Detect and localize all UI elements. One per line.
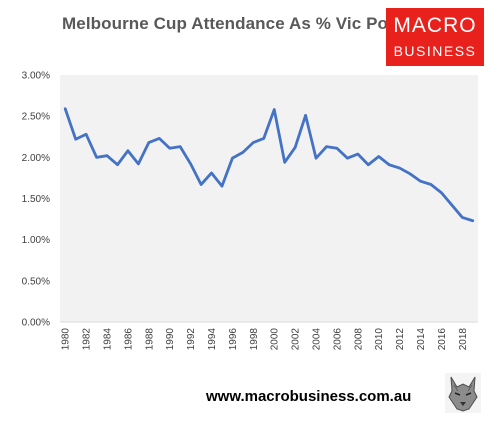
y-tick-label: 0.00% bbox=[22, 318, 50, 329]
x-tick-label: 2008 bbox=[353, 328, 364, 351]
data-point bbox=[64, 107, 67, 110]
x-tick-label: 2000 bbox=[270, 328, 281, 351]
data-point bbox=[408, 172, 412, 175]
plot-area bbox=[60, 75, 478, 322]
data-point bbox=[398, 166, 401, 170]
x-tick-label: 2006 bbox=[332, 328, 343, 351]
series-group bbox=[63, 107, 475, 223]
x-tick-label: 1998 bbox=[249, 328, 260, 351]
x-tick-label: 1988 bbox=[144, 328, 155, 351]
data-point bbox=[419, 180, 422, 183]
data-point bbox=[74, 138, 77, 141]
logo-text-macro: MACRO bbox=[393, 14, 477, 37]
data-point bbox=[262, 137, 265, 140]
y-tick-label: 2.00% bbox=[22, 153, 50, 164]
x-tick-label: 1990 bbox=[165, 328, 176, 351]
data-point bbox=[450, 203, 454, 207]
data-point bbox=[283, 161, 286, 164]
data-point bbox=[220, 184, 224, 188]
data-point bbox=[105, 154, 109, 157]
x-tick-label: 1980 bbox=[61, 328, 72, 351]
data-point bbox=[325, 145, 328, 148]
macrobusiness-logo[interactable]: MACRO BUSINESS bbox=[386, 8, 484, 66]
data-point bbox=[314, 156, 318, 160]
x-tick-label: 2016 bbox=[437, 328, 448, 351]
data-point bbox=[461, 216, 464, 219]
data-point bbox=[387, 163, 391, 166]
data-point bbox=[241, 151, 245, 154]
x-tick-label: 1986 bbox=[123, 328, 134, 351]
website-url[interactable]: www.macrobusiness.com.au bbox=[206, 388, 412, 405]
data-point bbox=[116, 163, 119, 166]
data-point bbox=[231, 156, 234, 160]
data-point bbox=[95, 156, 98, 159]
data-point bbox=[147, 141, 151, 144]
data-point bbox=[429, 183, 433, 186]
series-line bbox=[63, 107, 475, 223]
y-tick-label: 0.50% bbox=[22, 276, 50, 287]
x-tick-label: 2014 bbox=[416, 328, 427, 351]
x-tick-label: 1982 bbox=[82, 328, 93, 351]
data-point bbox=[210, 171, 213, 175]
y-tick-label: 1.00% bbox=[22, 235, 50, 246]
data-point bbox=[84, 133, 88, 136]
data-point bbox=[137, 162, 140, 166]
x-tick-label: 2018 bbox=[458, 328, 469, 351]
x-tick-label: 1984 bbox=[103, 328, 114, 351]
x-tick-label: 1996 bbox=[228, 328, 239, 351]
line-chart: 0.00% 0.50% 1.00% 1.50% 2.00% 2.50% 3.00% 1980… bbox=[22, 71, 478, 351]
data-point bbox=[440, 191, 443, 194]
y-tick-label: 2.50% bbox=[22, 112, 50, 123]
x-tick-label: 1994 bbox=[207, 328, 218, 351]
data-point bbox=[199, 183, 203, 186]
y-tick-label: 1.50% bbox=[22, 194, 50, 205]
x-tick-label: 2010 bbox=[374, 328, 385, 351]
data-point bbox=[126, 149, 130, 152]
data-point bbox=[471, 219, 474, 222]
y-tick-label: 3.00% bbox=[22, 71, 50, 82]
x-tick-label: 2002 bbox=[291, 328, 302, 351]
data-point bbox=[293, 146, 297, 149]
y-axis-ticks: 0.00% 0.50% 1.00% 1.50% 2.00% 2.50% 3.00% bbox=[22, 71, 50, 329]
logo-text-business: BUSINESS bbox=[393, 43, 477, 59]
data-point bbox=[367, 163, 370, 166]
data-point bbox=[356, 152, 360, 156]
x-tick-label: 2004 bbox=[312, 328, 323, 351]
chart-title: Melbourne Cup Attendance As % Vic Pop bbox=[62, 14, 399, 33]
data-point bbox=[346, 156, 349, 160]
x-tick-label: 2012 bbox=[395, 328, 406, 351]
data-point bbox=[158, 137, 161, 140]
data-point bbox=[377, 155, 380, 158]
data-point bbox=[189, 162, 192, 166]
x-axis-ticks: 1980 1982 1984 1986 1988 1990 1992 1994 1996 1998… bbox=[61, 328, 469, 351]
data-point bbox=[335, 147, 339, 150]
x-tick-label: 1992 bbox=[186, 328, 197, 351]
data-point bbox=[168, 147, 171, 150]
data-point bbox=[178, 145, 182, 148]
data-point bbox=[273, 108, 276, 111]
data-point bbox=[252, 141, 255, 144]
wolf-head-icon bbox=[445, 373, 481, 413]
data-point bbox=[304, 114, 307, 117]
